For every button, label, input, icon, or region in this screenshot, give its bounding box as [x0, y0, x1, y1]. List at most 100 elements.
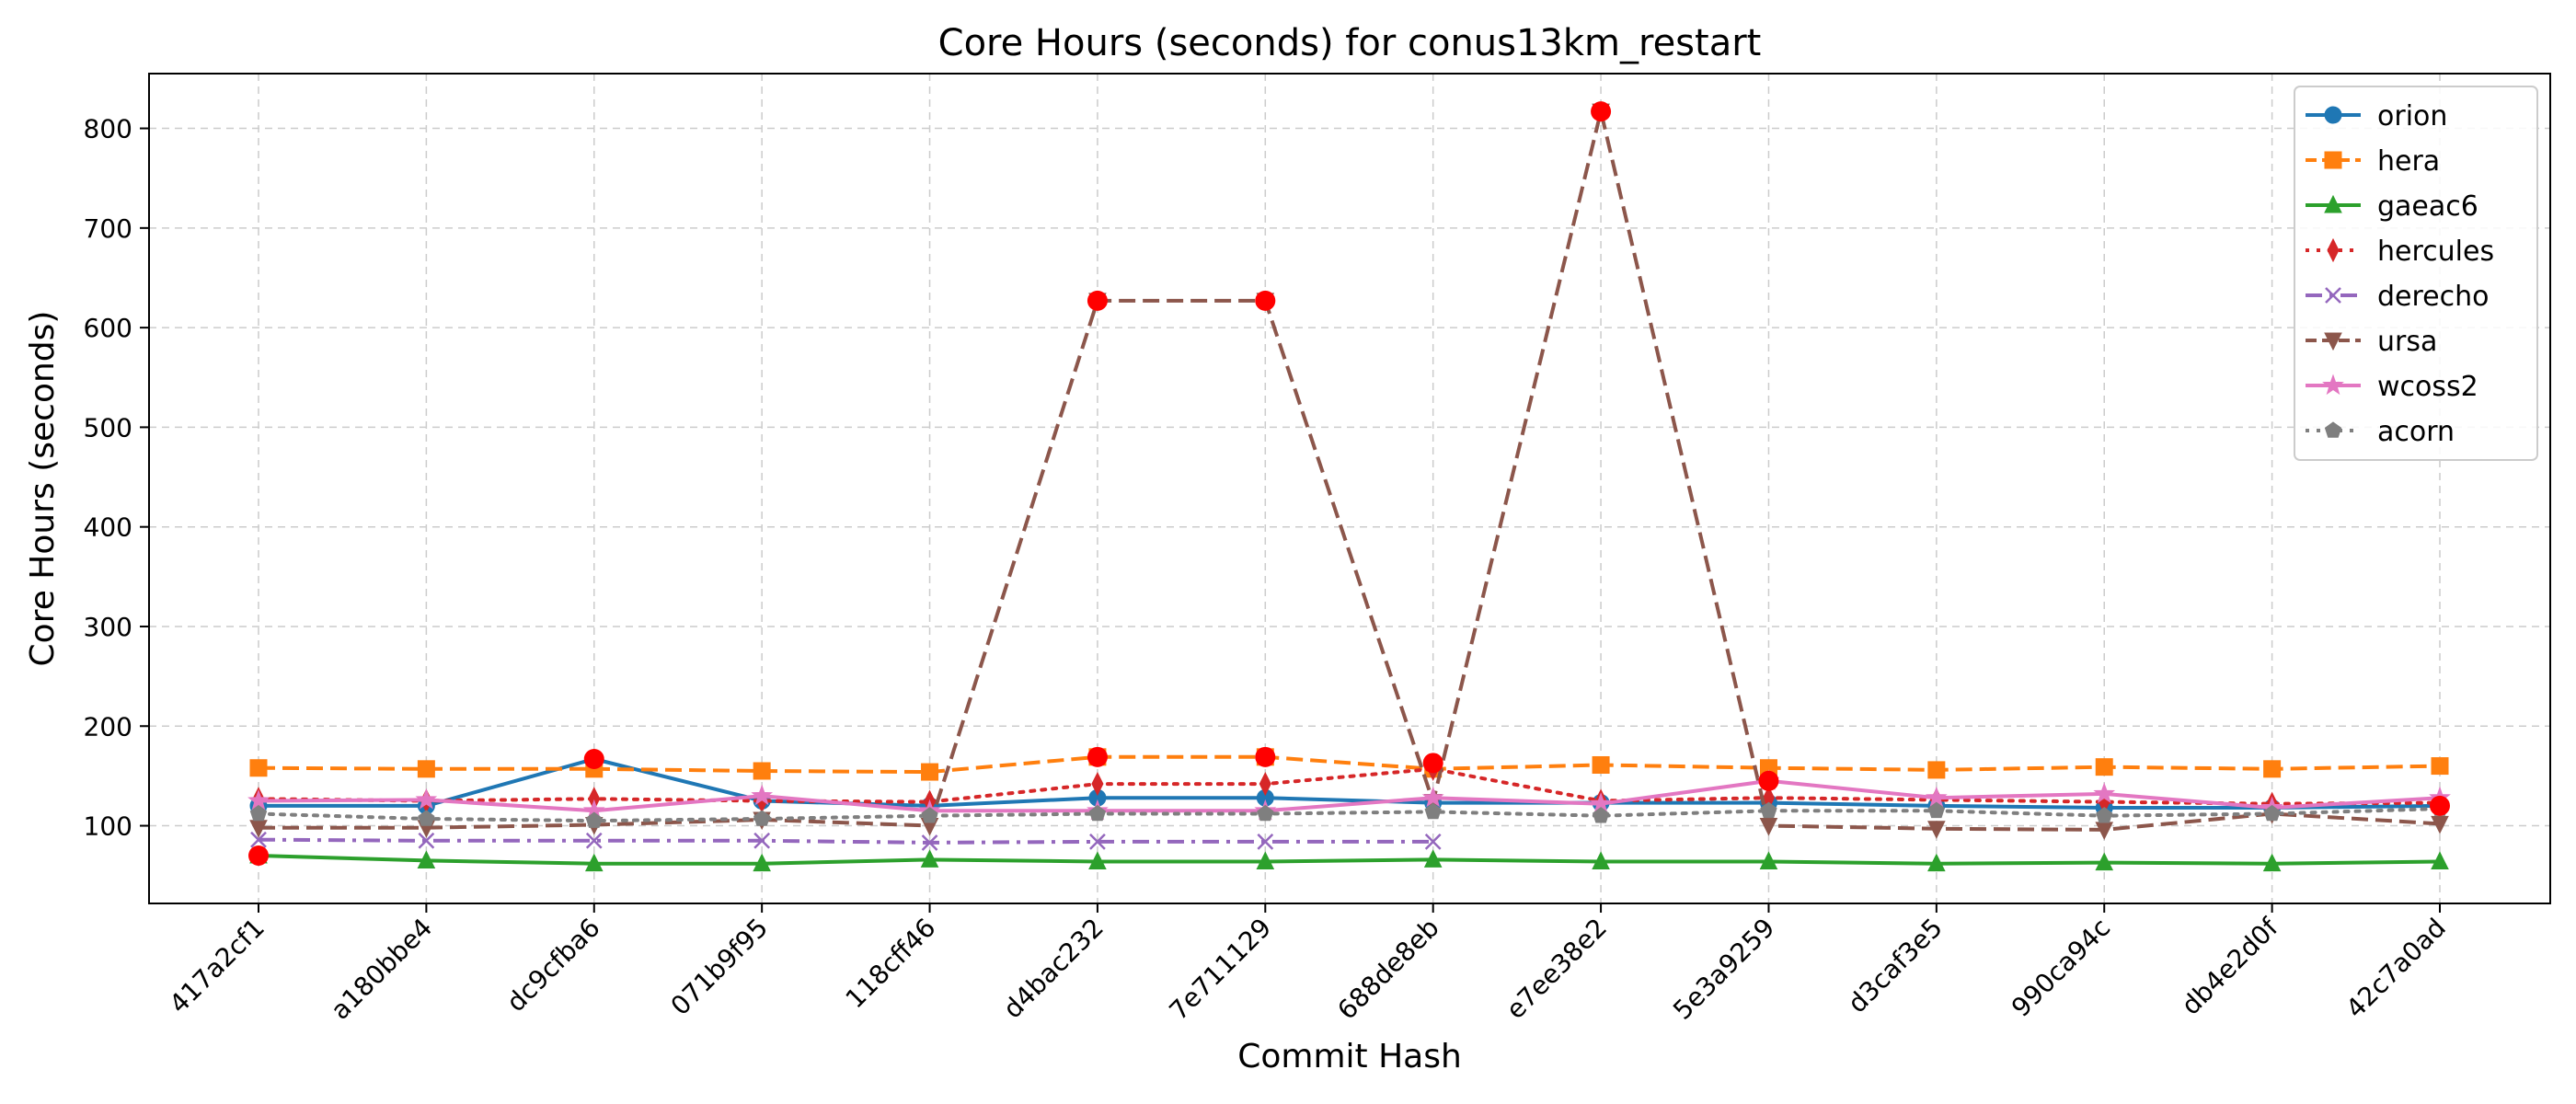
data-point-derecho — [585, 832, 603, 849]
legend-label: hera — [2377, 145, 2440, 178]
legend-label: acorn — [2377, 416, 2455, 448]
data-point-gaeac6 — [920, 849, 939, 868]
data-point-acorn — [1088, 804, 1107, 822]
data-point-gaeac6 — [753, 853, 771, 872]
data-point-hera — [2095, 758, 2113, 776]
x-tick-label: 417a2cf1 — [164, 913, 270, 1019]
legend-marker — [2324, 106, 2342, 124]
data-point-gaeac6 — [2262, 853, 2282, 872]
y-tick-label: 300 — [84, 612, 132, 642]
legend-marker — [2324, 332, 2342, 351]
legend-item-ursa: ursa — [2306, 326, 2437, 358]
highlight-point — [1758, 770, 1779, 791]
data-point-derecho — [1089, 833, 1106, 850]
legend-item-acorn: acorn — [2306, 416, 2455, 448]
legend-label: derecho — [2377, 281, 2490, 313]
data-point-hera — [1592, 755, 1610, 774]
highlight-point — [1087, 746, 1108, 767]
data-point-wcoss2 — [1421, 786, 1444, 808]
x-tick-label: d4bac232 — [997, 913, 1110, 1025]
y-tick-label: 600 — [84, 313, 132, 343]
data-point-acorn — [2096, 807, 2113, 823]
data-point-hera — [249, 759, 268, 777]
series-gaeac6 — [249, 845, 2449, 872]
data-point-hera — [1927, 761, 1946, 779]
data-point-hera — [2263, 760, 2282, 778]
highlight-point — [1422, 753, 1443, 774]
legend-label: ursa — [2377, 326, 2437, 358]
data-point-hera — [921, 763, 939, 781]
series-ursa — [249, 103, 2449, 840]
x-tick-label: 118cff46 — [840, 913, 942, 1015]
data-point-gaeac6 — [2431, 851, 2449, 870]
data-point-wcoss2 — [751, 784, 774, 806]
data-point-acorn — [249, 804, 268, 822]
x-axis: 417a2cf1 a180bbe4 dc9cfba6 071b9f95 118cff46… — [164, 903, 2452, 1026]
series-line-ursa — [259, 109, 2441, 832]
x-tick-label: e7ee38e2 — [1501, 913, 1613, 1025]
data-point-gaeac6 — [2095, 852, 2114, 871]
highlight-point — [1255, 290, 1276, 311]
series-line-acorn — [257, 807, 2442, 823]
data-point-acorn — [418, 810, 435, 826]
data-point-acorn — [1927, 801, 1945, 819]
data-point-wcoss2 — [415, 788, 438, 810]
legend-box — [2294, 86, 2538, 461]
series-acorn — [249, 799, 2449, 828]
data-point-derecho — [921, 834, 938, 851]
highlight-point — [1087, 290, 1108, 311]
data-point-gaeac6 — [1592, 851, 1610, 870]
x-axis-label: Commit Hash — [1237, 1038, 1462, 1075]
data-point-acorn — [1760, 801, 1777, 819]
data-point-acorn — [1424, 802, 1442, 820]
y-tick-label: 400 — [84, 512, 132, 543]
series-line-wcoss2 — [258, 778, 2441, 813]
y-tick-label: 200 — [84, 711, 132, 742]
data-point-derecho — [250, 831, 267, 848]
data-point-gaeac6 — [1256, 851, 1275, 870]
data-point-gaeac6 — [417, 850, 436, 868]
y-tick-label: 500 — [84, 412, 132, 443]
highlight-point — [1591, 101, 1612, 122]
highlight-point — [248, 845, 269, 867]
x-tick-label: d3caf3e5 — [1842, 913, 1949, 1019]
data-point-derecho — [418, 832, 435, 849]
series-line-hera — [258, 754, 2441, 775]
legend-marker — [2325, 287, 2341, 304]
data-point-gaeac6 — [1927, 853, 1946, 872]
data-point-derecho — [1257, 833, 1274, 850]
data-point-derecho — [1424, 833, 1442, 850]
x-tick-label: 990ca94c — [2006, 913, 2116, 1023]
highlight-point — [583, 748, 604, 769]
highlight-point — [2430, 795, 2450, 816]
x-tick-label: a180bbe4 — [325, 913, 438, 1026]
series-line-derecho — [258, 837, 1433, 845]
x-tick-label: 688de8eb — [1331, 913, 1444, 1026]
legend-item-gaeac6: gaeac6 — [2306, 190, 2478, 223]
x-tick-label: db4e2d0f — [2176, 912, 2285, 1021]
y-axis-label: Core Hours (seconds) — [24, 311, 62, 667]
data-point-derecho — [753, 832, 771, 849]
legend-label: gaeac6 — [2377, 190, 2478, 223]
data-point-hera — [417, 760, 435, 778]
legend-label: hercules — [2377, 236, 2494, 268]
legend-item-orion: orion — [2306, 100, 2447, 132]
highlight-point — [1255, 746, 1276, 767]
series-derecho — [250, 831, 1442, 851]
x-tick-label: 42c7a0ad — [2340, 913, 2452, 1024]
legend-marker — [2322, 374, 2344, 396]
data-point-ursa — [2431, 815, 2449, 834]
series-wcoss2 — [247, 769, 2451, 821]
x-tick-label: 7e711129 — [1164, 913, 1278, 1027]
series-line-gaeac6 — [258, 854, 2441, 866]
data-point-acorn — [585, 811, 603, 828]
legend-item-hercules: hercules — [2306, 236, 2494, 268]
data-point-gaeac6 — [1759, 851, 1778, 870]
legend-item-hera: hera — [2306, 145, 2440, 178]
data-point-acorn — [1592, 807, 1610, 823]
data-point-acorn — [921, 807, 938, 823]
data-point-acorn — [753, 810, 771, 826]
data-point-acorn — [2263, 804, 2281, 822]
legend-marker — [2324, 194, 2342, 213]
